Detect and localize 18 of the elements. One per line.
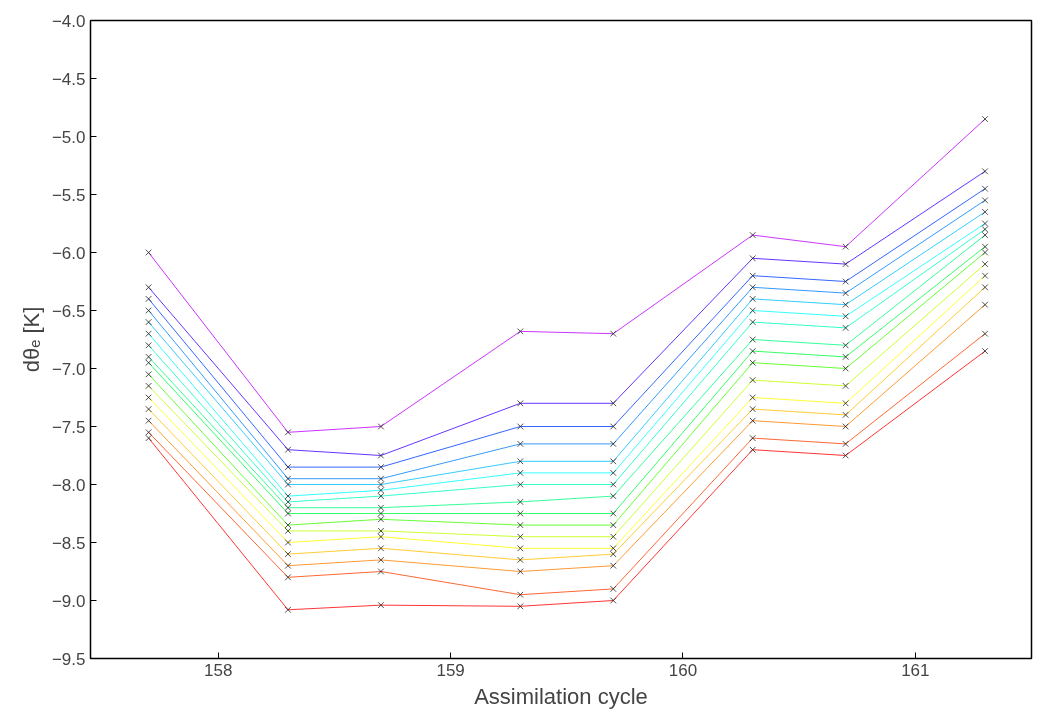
y-tick-label: −6.0 (51, 243, 86, 263)
y-tick-label: −9.0 (51, 591, 86, 611)
y-tick-label: −7.5 (51, 417, 86, 437)
y-tick-label: −7.0 (51, 359, 86, 379)
y-tick-label: −9.5 (51, 649, 86, 669)
y-tick-label: −6.5 (51, 301, 86, 321)
x-tick-label: 160 (668, 660, 698, 680)
y-axis-title: dθₑ [K] (18, 306, 44, 373)
y-tick-label: −5.5 (51, 185, 86, 205)
y-tick-label: −4.0 (51, 11, 86, 31)
x-tick-label: 159 (436, 660, 465, 680)
y-tick-label: −5.0 (51, 127, 86, 147)
x-axis-title: Assimilation cycle (474, 683, 648, 709)
x-tick-label: 158 (204, 660, 233, 680)
y-tick-label: −8.0 (51, 475, 86, 495)
y-tick-label: −4.5 (51, 69, 86, 89)
y-tick-label: −8.5 (51, 533, 86, 553)
x-tick-label: 161 (901, 660, 930, 680)
